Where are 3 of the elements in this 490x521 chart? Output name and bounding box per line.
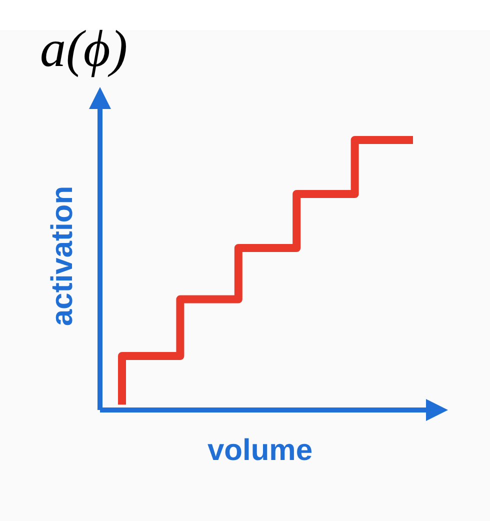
- y-axis-title: activation: [46, 186, 79, 326]
- x-axis-title: volume: [207, 434, 313, 467]
- chart-title: a(ϕ): [40, 21, 128, 78]
